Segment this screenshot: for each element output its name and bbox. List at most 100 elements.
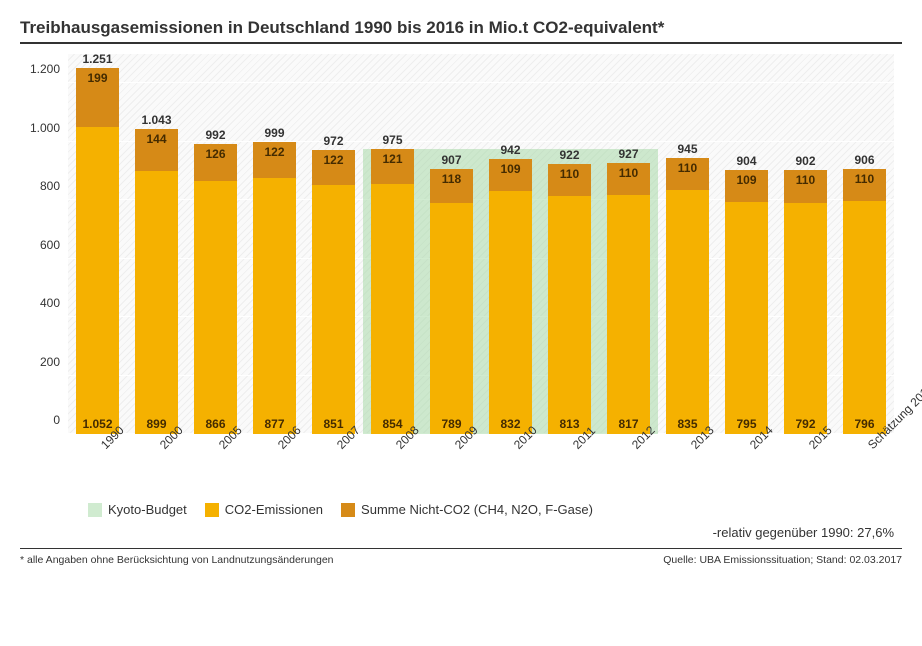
legend-item-nonco2: Summe Nicht-CO2 (CH4, N2O, F-Gase): [341, 502, 593, 517]
bar-segment-nonco2: 199: [76, 68, 118, 126]
legend: Kyoto-Budget CO2-Emissionen Summe Nicht-…: [88, 502, 902, 517]
legend-item-co2: CO2-Emissionen: [205, 502, 323, 517]
bar-slot: 854 121 975: [363, 54, 422, 434]
plot-region: 02004006008001.0001.2001.0521991.2518991…: [68, 54, 894, 434]
stacked-bar: 835110945: [666, 158, 708, 434]
legend-label-co2: CO2-Emissionen: [225, 502, 323, 517]
bar-segment-nonco2: 110: [843, 169, 885, 201]
bar-nonco2-label: 144: [135, 132, 177, 146]
bar-segment-nonco2: 118: [430, 169, 472, 203]
footer: * alle Angaben ohne Berücksichtung von L…: [20, 554, 902, 566]
bar-segment-nonco2: 121: [371, 149, 413, 184]
bar-nonco2-label: 110: [784, 173, 826, 187]
bar-segment-nonco2: 122: [253, 142, 295, 178]
bar-total-label: 904: [725, 154, 767, 170]
bar-slot: 832109942: [481, 54, 540, 434]
relative-change-note: -relativ gegenüber 1990: 27,6%: [20, 525, 902, 540]
bar-nonco2-label: 109: [489, 162, 531, 176]
bar-segment-co2: 789: [430, 203, 472, 434]
bar-total-label: 999: [253, 126, 295, 142]
bar-segment-co2: 877: [253, 178, 295, 434]
x-label-slot: Schätzung 2016: [835, 436, 894, 494]
legend-label-kyoto: Kyoto-Budget: [108, 502, 187, 517]
bar-nonco2-label: 109: [725, 173, 767, 187]
bar-segment-co2: 899: [135, 171, 177, 434]
bar-slot: 792110902: [776, 54, 835, 434]
stacked-bar: 1.0521991.251: [76, 68, 118, 434]
bar-slot: 817 110 927: [599, 54, 658, 434]
bar-segment-nonco2: 110: [666, 158, 708, 190]
bar-nonco2-label: 126: [194, 147, 236, 161]
legend-item-kyoto: Kyoto-Budget: [88, 502, 187, 517]
bar-slot: 796110906: [835, 54, 894, 434]
bar-segment-co2: 851: [312, 185, 354, 434]
stacked-bar: 796110906: [843, 169, 885, 434]
bar-slot: 789 118 907: [422, 54, 481, 434]
bar-slot: 866 126 992: [186, 54, 245, 434]
bar-segment-co2: 835: [666, 190, 708, 434]
bar-segment-nonco2: 110: [548, 164, 590, 196]
stacked-bar: 792110902: [784, 170, 826, 434]
stacked-bar: 851122972: [312, 150, 354, 434]
bar-segment-nonco2: 144: [135, 129, 177, 171]
stacked-bar: 8991441.043: [135, 129, 177, 434]
bar-total-label: 945: [666, 142, 708, 158]
legend-label-nonco2: Summe Nicht-CO2 (CH4, N2O, F-Gase): [361, 502, 593, 517]
legend-swatch-nonco2: [341, 503, 355, 517]
bar-slot: 851122972: [304, 54, 363, 434]
bar-nonco2-label: 110: [548, 167, 590, 181]
bar-segment-co2: 792: [784, 203, 826, 435]
y-tick-label: 1.000: [30, 121, 68, 135]
bar-segment-nonco2: 110: [784, 170, 826, 202]
y-tick-label: 200: [40, 355, 68, 369]
bar-segment-co2: 795: [725, 202, 767, 434]
bar-slot: 813110922: [540, 54, 599, 434]
bar-slot: 1.0521991.251: [68, 54, 127, 434]
bar-total-label: 992: [194, 128, 236, 144]
x-label-slot: 1990: [68, 436, 127, 494]
x-label-slot: 2005: [186, 436, 245, 494]
legend-swatch-co2: [205, 503, 219, 517]
x-label-slot: 2011: [540, 436, 599, 494]
bar-segment-co2: 817: [607, 195, 649, 434]
bar-total-label: 907: [430, 153, 472, 169]
bar-nonco2-label: 121: [371, 152, 413, 166]
bar-total-label: 927: [607, 147, 649, 163]
y-tick-label: 600: [40, 238, 68, 252]
y-tick-label: 800: [40, 179, 68, 193]
bar-total-label: 1.251: [76, 52, 118, 68]
bar-nonco2-label: 110: [607, 166, 649, 180]
footnote-text: * alle Angaben ohne Berücksichtung von L…: [20, 554, 334, 566]
bar-segment-co2: 866: [194, 181, 236, 434]
bar-segment-co2: 854: [371, 184, 413, 434]
x-label-slot: 2010: [481, 436, 540, 494]
bar-nonco2-label: 110: [843, 172, 885, 186]
bar-nonco2-label: 122: [253, 145, 295, 159]
x-label-slot: 2000: [127, 436, 186, 494]
stacked-bar: 866126992: [194, 144, 236, 434]
bar-total-label: 972: [312, 134, 354, 150]
bar-nonco2-label: 110: [666, 161, 708, 175]
stacked-bar: 854121975: [371, 149, 413, 434]
bar-segment-co2: 1.052: [76, 127, 118, 435]
bar-total-label: 1.043: [135, 113, 177, 129]
x-label-slot: 2013: [658, 436, 717, 494]
x-label-slot: 2006: [245, 436, 304, 494]
stacked-bar: 789118907: [430, 169, 472, 434]
chart-title: Treibhausgasemissionen in Deutschland 19…: [20, 18, 902, 38]
footer-rule: [20, 548, 902, 549]
x-label-slot: 2007: [304, 436, 363, 494]
bar-segment-nonco2: 126: [194, 144, 236, 181]
x-axis-labels: 1990200020052006200720082009201020112012…: [68, 436, 894, 494]
x-label-slot: 2012: [599, 436, 658, 494]
x-label-slot: 2014: [717, 436, 776, 494]
bar-segment-co2: 832: [489, 191, 531, 434]
title-rule: [20, 42, 902, 44]
bar-nonco2-label: 118: [430, 172, 472, 186]
chart-area: 02004006008001.0001.2001.0521991.2518991…: [68, 54, 894, 494]
bar-total-label: 975: [371, 133, 413, 149]
y-tick-label: 1.200: [30, 62, 68, 76]
bar-segment-nonco2: 110: [607, 163, 649, 195]
x-label-slot: 2008: [363, 436, 422, 494]
stacked-bar: 877122999: [253, 142, 295, 434]
